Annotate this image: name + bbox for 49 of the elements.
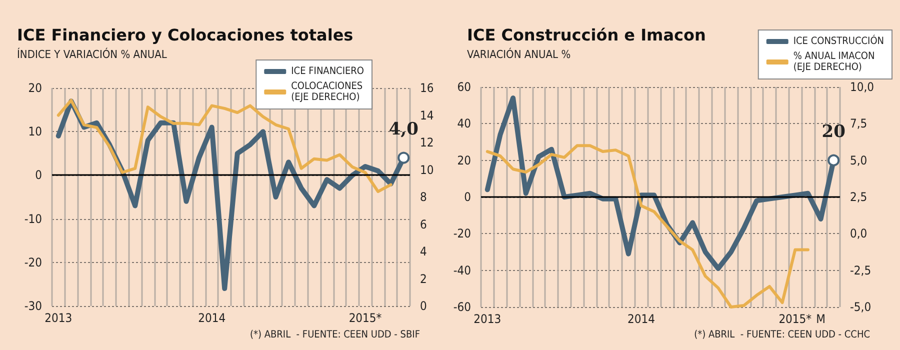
y2-tick-label: 2,5 [850, 190, 868, 204]
y-tick-label: 0 [35, 168, 42, 182]
x-tick-label: 2015* [348, 311, 382, 325]
legend-label: % ANUAL IMACON (EJE DERECHO) [793, 51, 875, 73]
text: (*) ABRIL - FUENTE: CEEN UDD - CCHC [694, 330, 870, 340]
x-tick-label: 2013 [44, 311, 72, 325]
y-tick-label: -60 [453, 300, 472, 314]
y-tick-label: -10 [24, 212, 42, 226]
y2-tick-label: -2,5 [850, 263, 872, 278]
chart-subtitle: VARIACIÓN ANUAL % [467, 47, 571, 61]
y-tick-label: 40 [457, 116, 472, 131]
y-tick-label: -30 [24, 299, 42, 313]
y-tick-label: 10 [28, 124, 42, 139]
data-label: 20 [822, 122, 846, 142]
y-tick-label: 20 [457, 153, 472, 168]
y-tick-label: -20 [453, 226, 472, 241]
y-tick-label: 60 [457, 80, 472, 94]
y-tick-label: -20 [24, 255, 42, 270]
x-tick-label: 2013 [474, 312, 502, 326]
y2-tick-label: 16 [420, 81, 434, 95]
y2-tick-label: 8 [420, 190, 427, 204]
y2-tick-label: -5,0 [850, 300, 872, 314]
x-tick-label: M [816, 312, 826, 326]
text: (*) ABRIL - FUENTE: CEEN UDD - SBIF [250, 330, 420, 340]
y2-tick-label: 6 [420, 217, 427, 232]
y-tick-label: 20 [28, 81, 42, 95]
legend-label: ICE CONSTRUCCIÓN [793, 34, 884, 47]
data-label: 4,0 [388, 119, 419, 140]
chart-title: ICE Construcción e Imacon [467, 26, 706, 44]
x-tick-label: 2014 [628, 312, 656, 326]
chart-subtitle: ÍNDICE Y VARIACIÓN % ANUAL [17, 47, 168, 61]
y2-tick-label: 7,5 [850, 116, 868, 131]
y2-tick-label: 2 [420, 272, 427, 286]
y2-tick-label: 0,0 [850, 226, 868, 241]
y2-tick-label: 5,0 [850, 153, 868, 168]
y2-tick-label: 10 [420, 162, 434, 177]
y-tick-label: 0 [464, 190, 472, 204]
y2-tick-label: 14 [420, 108, 434, 122]
chart-title: ICE Financiero y Colocaciones totales [17, 26, 354, 44]
line-series [486, 144, 810, 308]
y2-tick-label: 10,0 [850, 80, 874, 94]
y2-tick-label: 12 [420, 136, 434, 150]
legend-label: COLOCACIONES (EJE DERECHO) [291, 81, 363, 103]
legend-label: ICE FINANCIERO [291, 66, 364, 77]
x-tick-label: 2015* [778, 312, 812, 326]
x-tick-label: 2014 [198, 311, 226, 325]
y-tick-label: -40 [453, 263, 472, 278]
y2-tick-label: 0 [420, 299, 427, 313]
y2-tick-label: 4 [420, 244, 427, 258]
